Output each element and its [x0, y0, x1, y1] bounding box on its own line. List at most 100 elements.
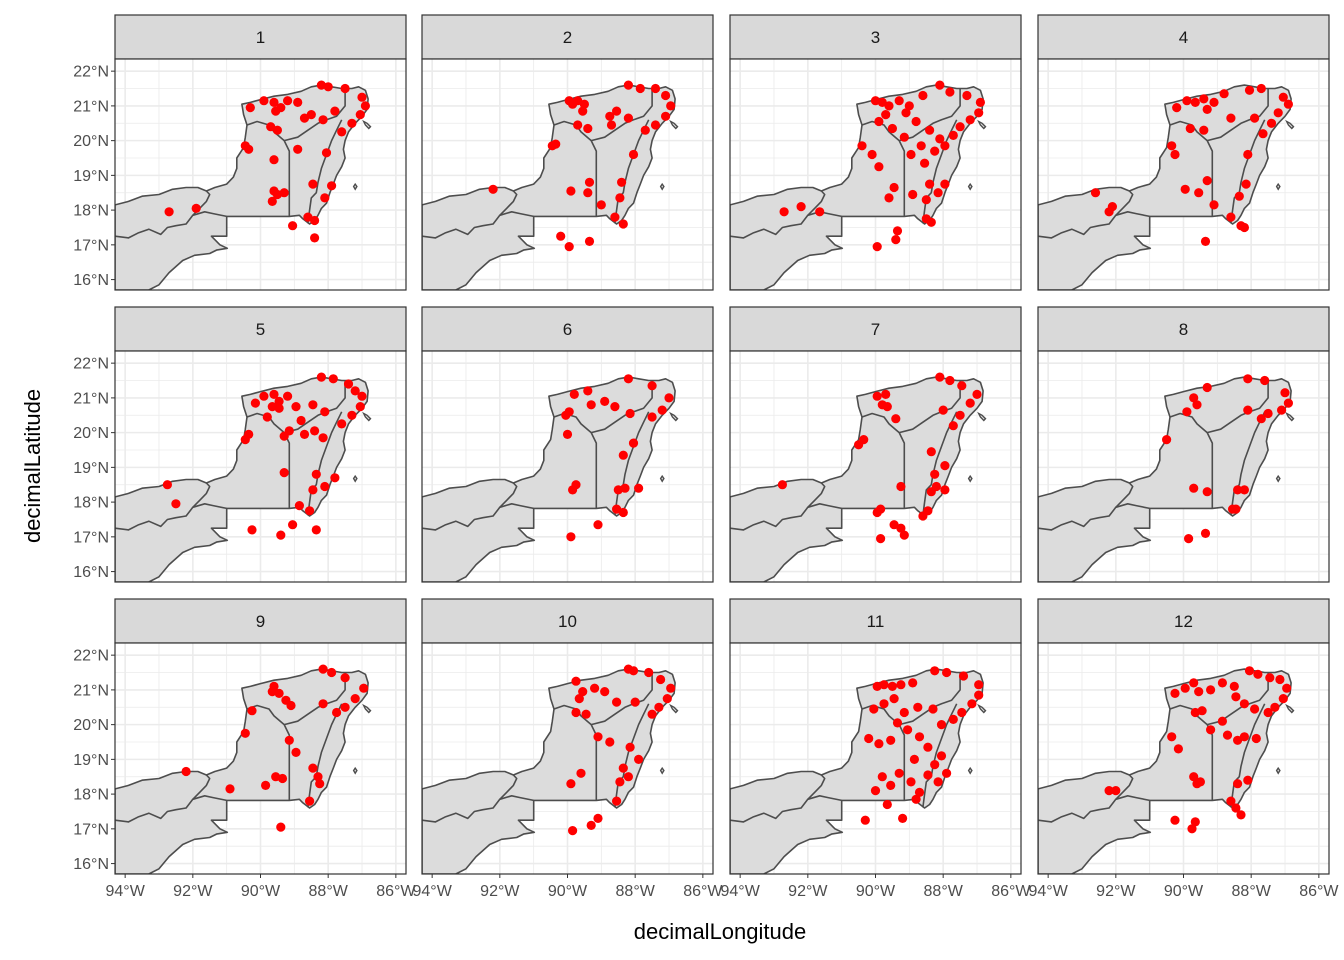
- facet-strip: [114, 14, 407, 60]
- facet-strip-label: 5: [256, 320, 265, 339]
- y-tick-label: 20°N: [73, 425, 109, 442]
- occurrence-point: [892, 718, 903, 728]
- occurrence-point: [271, 106, 281, 116]
- occurrence-point: [872, 507, 882, 518]
- occurrence-point: [1275, 674, 1285, 685]
- occurrence-point: [1226, 796, 1236, 806]
- land-outline: [115, 376, 369, 582]
- occurrence-points: [1104, 666, 1292, 834]
- occurrence-point: [647, 709, 657, 719]
- occurrence-point: [347, 118, 357, 128]
- occurrence-point: [945, 87, 955, 97]
- facet-strip: [114, 598, 407, 644]
- occurrence-point: [650, 120, 661, 130]
- occurrence-point: [330, 106, 340, 116]
- land-outline: [1038, 376, 1292, 582]
- occurrence-point: [1265, 673, 1275, 683]
- occurrence-points: [164, 80, 370, 243]
- state-border: [499, 774, 518, 800]
- occurrence-point: [1217, 716, 1227, 726]
- occurrence-point: [1206, 685, 1216, 695]
- occurrence-point: [593, 813, 603, 824]
- occurrence-point: [662, 694, 672, 704]
- occurrence-point: [936, 720, 947, 730]
- occurrence-point: [867, 149, 877, 160]
- state-border: [899, 88, 961, 142]
- occurrence-point: [1239, 485, 1249, 495]
- occurrence-point: [328, 374, 338, 384]
- island: [967, 766, 973, 775]
- facet-strip-label: 9: [256, 612, 265, 631]
- occurrence-point: [974, 680, 984, 690]
- occurrence-point: [933, 777, 943, 787]
- island: [669, 411, 679, 422]
- occurrence-point: [623, 374, 634, 384]
- occurrence-point: [913, 702, 923, 712]
- occurrence-point: [1233, 485, 1243, 495]
- occurrence-point: [930, 666, 940, 676]
- occurrence-point: [315, 779, 325, 789]
- occurrence-point: [350, 386, 360, 396]
- occurrence-point: [914, 732, 925, 742]
- occurrence-point: [606, 120, 617, 130]
- panel-border: [729, 58, 1022, 291]
- occurrence-point: [625, 742, 635, 752]
- occurrence-point: [940, 179, 950, 189]
- occurrence-point: [796, 202, 806, 212]
- occurrence-point: [340, 702, 350, 712]
- occurrence-point: [311, 525, 321, 535]
- occurrence-point: [940, 141, 950, 151]
- occurrence-point: [906, 149, 916, 160]
- occurrence-point: [610, 402, 620, 412]
- occurrence-point: [320, 481, 330, 492]
- state-border: [1038, 503, 1150, 531]
- panel-border: [421, 350, 714, 583]
- state-border: [115, 211, 227, 239]
- panel-border: [729, 350, 1022, 583]
- occurrence-points: [779, 80, 986, 252]
- occurrence-point: [896, 523, 906, 533]
- occurrence-point: [650, 83, 661, 94]
- state-border: [614, 119, 650, 224]
- occurrence-point: [318, 664, 328, 674]
- occurrence-point: [955, 122, 965, 132]
- occurrence-point: [323, 82, 333, 92]
- occurrence-points: [488, 80, 676, 252]
- facet-panel-10: 10 94°W 92°W 90°W 88°W 86°W: [413, 598, 723, 900]
- occurrence-point: [1258, 129, 1268, 139]
- facet-strip-label: 6: [563, 320, 572, 339]
- occurrence-point: [1229, 681, 1239, 692]
- occurrence-point: [647, 412, 657, 422]
- occurrence-point: [909, 754, 920, 765]
- occurrence-point: [1170, 815, 1180, 825]
- occurrence-point: [1244, 85, 1255, 95]
- occurrence-point: [1209, 200, 1219, 210]
- y-tick-label: 16°N: [73, 564, 109, 581]
- occurrence-point: [1273, 108, 1283, 118]
- occurrence-point: [250, 398, 260, 408]
- y-tick-label: 18°N: [73, 787, 109, 804]
- island: [977, 703, 987, 714]
- occurrence-point: [269, 155, 279, 165]
- occurrence-point: [615, 777, 625, 787]
- occurrence-point: [1278, 694, 1288, 704]
- facet-strip-label: 3: [871, 28, 880, 47]
- facet-strip: [1037, 14, 1330, 60]
- x-tick-label: 86°W: [1299, 883, 1339, 900]
- island: [1285, 411, 1295, 422]
- occurrence-point: [569, 389, 579, 399]
- land-outline: [115, 84, 369, 290]
- state-border: [499, 190, 518, 216]
- state-border: [807, 482, 826, 508]
- facet-panel-11: 11 94°W 92°W 90°W 88°W 86°W: [721, 598, 1031, 900]
- occurrence-point: [886, 780, 896, 791]
- occurrence-points: [860, 666, 984, 825]
- plot-area: [1038, 351, 1329, 582]
- occurrence-point: [618, 450, 628, 460]
- occurrence-point: [630, 697, 640, 707]
- facet-panel-3: 3: [729, 14, 1022, 291]
- facet-strip-label: 11: [867, 612, 885, 631]
- occurrence-point: [1199, 94, 1209, 104]
- x-tick-label: 92°W: [173, 883, 213, 900]
- occurrence-points: [1162, 374, 1293, 544]
